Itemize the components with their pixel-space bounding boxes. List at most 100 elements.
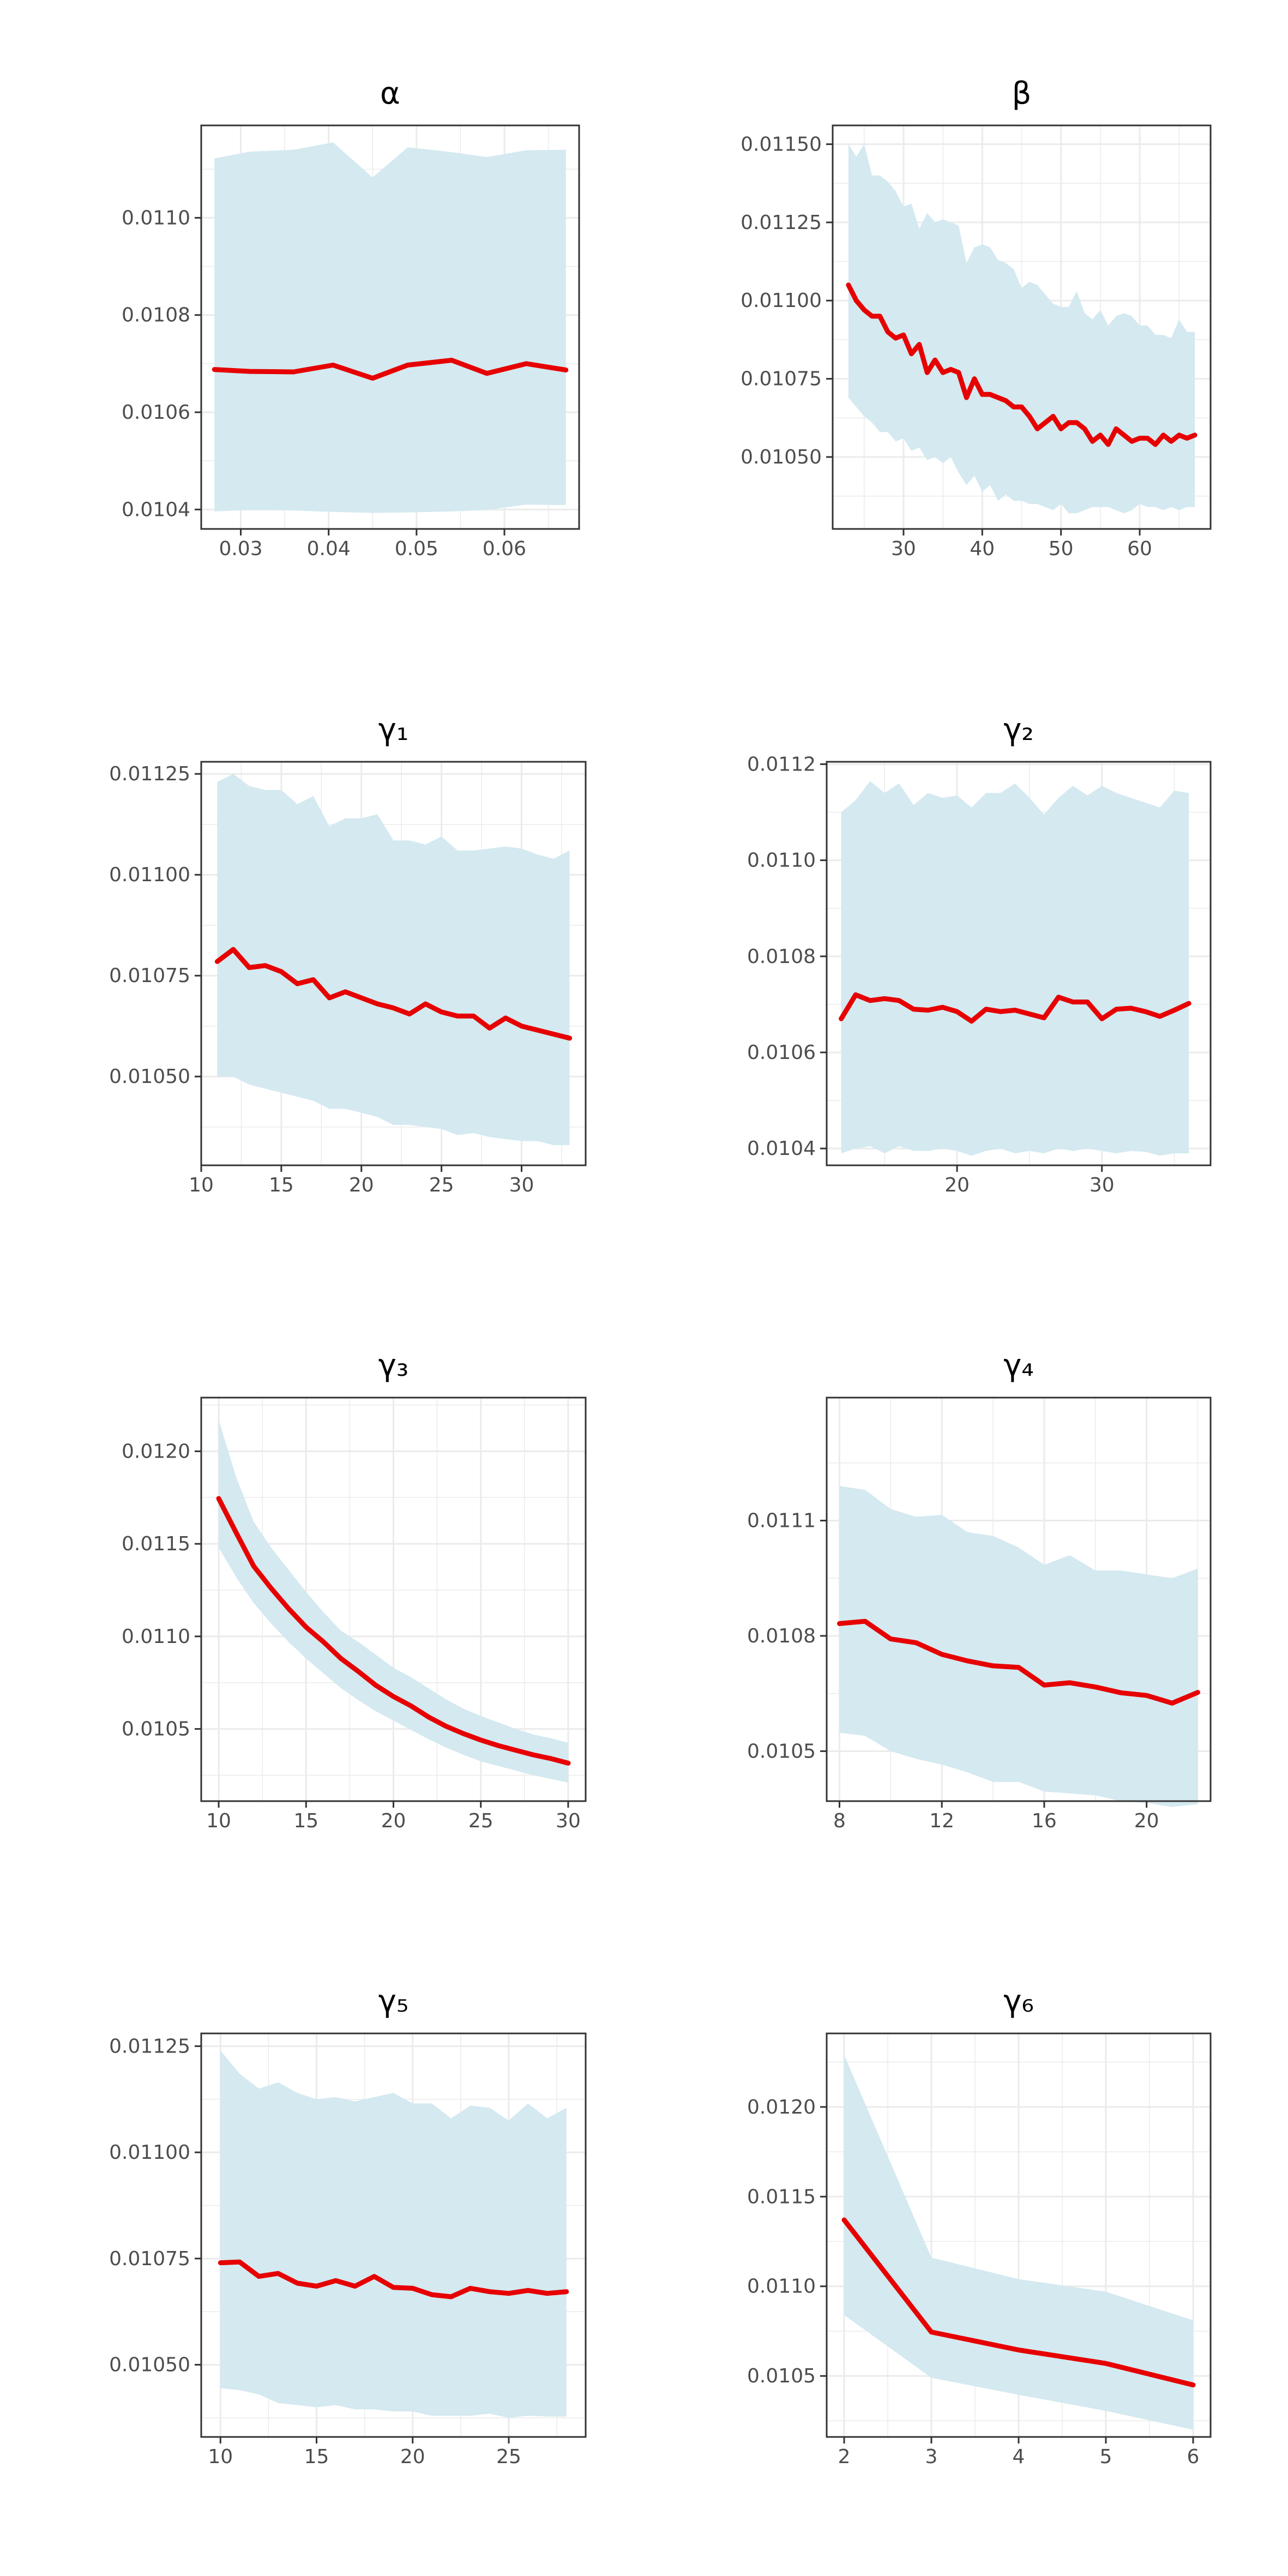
y-tick-label: 0.01075 xyxy=(109,965,190,987)
y-tick-label: 0.0115 xyxy=(122,1533,190,1555)
x-tick-label: 15 xyxy=(304,2446,329,2468)
x-tick-label: 2 xyxy=(838,2446,851,2468)
panel-4: 20 30 0.0104 0.0106 0.0108 0.0110 0.0112 γ₂ xyxy=(747,712,1212,1196)
y-tick-label: 0.01125 xyxy=(109,763,190,785)
y-tick-label: 0.01150 xyxy=(741,133,822,155)
y-tick-label: 0.01100 xyxy=(109,2141,190,2164)
panel-title: γ₅ xyxy=(378,1984,409,2019)
series-line xyxy=(214,947,573,1041)
confidence-band xyxy=(220,2050,567,2418)
x-tick-label: 20 xyxy=(349,1174,374,1196)
confidence-band xyxy=(839,1486,1198,1807)
y-tick-label: 0.0108 xyxy=(122,304,190,327)
x-tick-label: 20 xyxy=(1134,1810,1159,1832)
x-tick-label: 40 xyxy=(970,538,995,560)
series-line xyxy=(837,1618,1200,1706)
panel-8: 2 3 4 5 6 0.0105 0.0110 0.0115 0.0120 γ₆ xyxy=(747,1984,1212,2468)
panel-frame xyxy=(832,124,1212,530)
x-tick-label: 4 xyxy=(1013,2446,1025,2468)
x-tick-label: 30 xyxy=(1090,1174,1115,1196)
panel-6: 8 12 16 20 0.0105 0.0108 0.0111 γ₄ xyxy=(747,1348,1212,1832)
y-tick-label: 0.0110 xyxy=(747,2276,816,2298)
y-tick-label: 0.0105 xyxy=(747,2365,816,2387)
x-tick-label: 20 xyxy=(400,2446,425,2468)
panel-title: γ₄ xyxy=(1003,1348,1034,1383)
x-tick-label: 0.06 xyxy=(483,538,526,560)
x-tick-label: 50 xyxy=(1049,538,1074,560)
panel-frame xyxy=(826,1397,1212,1802)
x-tick-label: 12 xyxy=(929,1810,954,1832)
y-tick-label: 0.01075 xyxy=(109,2248,190,2270)
y-tick-label: 0.0120 xyxy=(122,1440,190,1462)
y-tick-label: 0.0106 xyxy=(122,401,190,424)
y-tick-label: 0.0104 xyxy=(122,498,190,521)
y-tick-label: 0.0120 xyxy=(747,2096,816,2118)
confidence-band xyxy=(848,144,1195,514)
x-tick-label: 16 xyxy=(1032,1810,1057,1832)
x-tick-label: 60 xyxy=(1127,538,1152,560)
x-tick-label: 20 xyxy=(944,1174,970,1196)
y-tick-label: 0.01100 xyxy=(741,290,822,312)
panel-1: 0.03 0.04 0.05 0.06 0.0104 0.0106 0.0108 0.0110… xyxy=(122,76,580,560)
x-tick-label: 0.03 xyxy=(219,538,262,560)
y-tick-label: 0.01075 xyxy=(741,368,822,390)
y-tick-label: 0.01125 xyxy=(741,212,822,234)
x-tick-label: 10 xyxy=(189,1174,214,1196)
confidence-band xyxy=(214,142,566,513)
panel-title: γ₁ xyxy=(378,712,409,748)
confidence-band xyxy=(844,2055,1193,2430)
series-line xyxy=(212,358,569,381)
x-tick-label: 30 xyxy=(556,1810,581,1832)
panel-title: α xyxy=(380,76,400,111)
confidence-band xyxy=(219,1419,568,1783)
y-tick-label: 0.01050 xyxy=(741,446,822,468)
series-line xyxy=(216,1496,571,1766)
panel-7: 10 15 20 25 0.01050 0.01075 0.01100 0.01125 γ₅ xyxy=(109,1984,587,2468)
y-tick-label: 0.0105 xyxy=(747,1740,816,1762)
y-tick-label: 0.0111 xyxy=(747,1510,816,1532)
x-tick-label: 30 xyxy=(509,1174,534,1196)
x-tick-label: 30 xyxy=(891,538,916,560)
y-tick-label: 0.0105 xyxy=(122,1718,190,1741)
x-tick-label: 8 xyxy=(833,1810,846,1832)
x-tick-label: 25 xyxy=(429,1174,454,1196)
x-tick-label: 25 xyxy=(496,2446,521,2468)
series-line xyxy=(218,2259,569,2300)
y-tick-label: 0.0110 xyxy=(122,1626,190,1648)
y-tick-label: 0.0110 xyxy=(122,207,190,229)
x-tick-label: 10 xyxy=(206,1810,231,1832)
y-tick-label: 0.0106 xyxy=(747,1042,816,1064)
y-tick-label: 0.0110 xyxy=(747,850,816,872)
x-tick-label: 15 xyxy=(293,1810,318,1832)
x-tick-label: 15 xyxy=(269,1174,294,1196)
series-line xyxy=(839,992,1191,1024)
panel-frame xyxy=(826,761,1212,1166)
x-tick-label: 0.05 xyxy=(395,538,438,560)
panel-3: 10 15 20 25 30 0.01050 0.01075 0.01100 0.01125 γ₁ xyxy=(109,712,587,1196)
y-tick-label: 0.0108 xyxy=(747,946,816,968)
x-tick-label: 20 xyxy=(381,1810,406,1832)
x-tick-label: 6 xyxy=(1187,2446,1200,2468)
series-line xyxy=(841,2217,1196,2388)
panel-title: γ₃ xyxy=(378,1348,409,1383)
y-tick-label: 0.01100 xyxy=(109,864,190,886)
panel-title: γ₆ xyxy=(1003,1984,1034,2019)
y-tick-label: 0.01050 xyxy=(109,2354,190,2376)
series-line xyxy=(846,282,1197,447)
panel-title: γ₂ xyxy=(1003,712,1034,748)
x-tick-label: 3 xyxy=(925,2446,938,2468)
confidence-band xyxy=(841,781,1189,1156)
panel-frame xyxy=(200,124,580,530)
y-tick-label: 0.0112 xyxy=(747,753,816,775)
y-tick-label: 0.01125 xyxy=(109,2035,190,2057)
y-tick-label: 0.0115 xyxy=(747,2186,816,2208)
panel-frame xyxy=(200,2032,587,2438)
confidence-band xyxy=(217,774,570,1145)
x-tick-label: 25 xyxy=(468,1810,493,1832)
panel-5: 10 15 20 25 30 0.0105 0.0110 0.0115 0.0120 γ₃ xyxy=(122,1348,587,1832)
x-tick-label: 5 xyxy=(1100,2446,1112,2468)
x-tick-label: 0.04 xyxy=(307,538,351,560)
panel-2: 30 40 50 60 0.01050 0.01075 0.01100 0.01125 0.01… xyxy=(741,76,1212,560)
x-tick-label: 10 xyxy=(208,2446,233,2468)
